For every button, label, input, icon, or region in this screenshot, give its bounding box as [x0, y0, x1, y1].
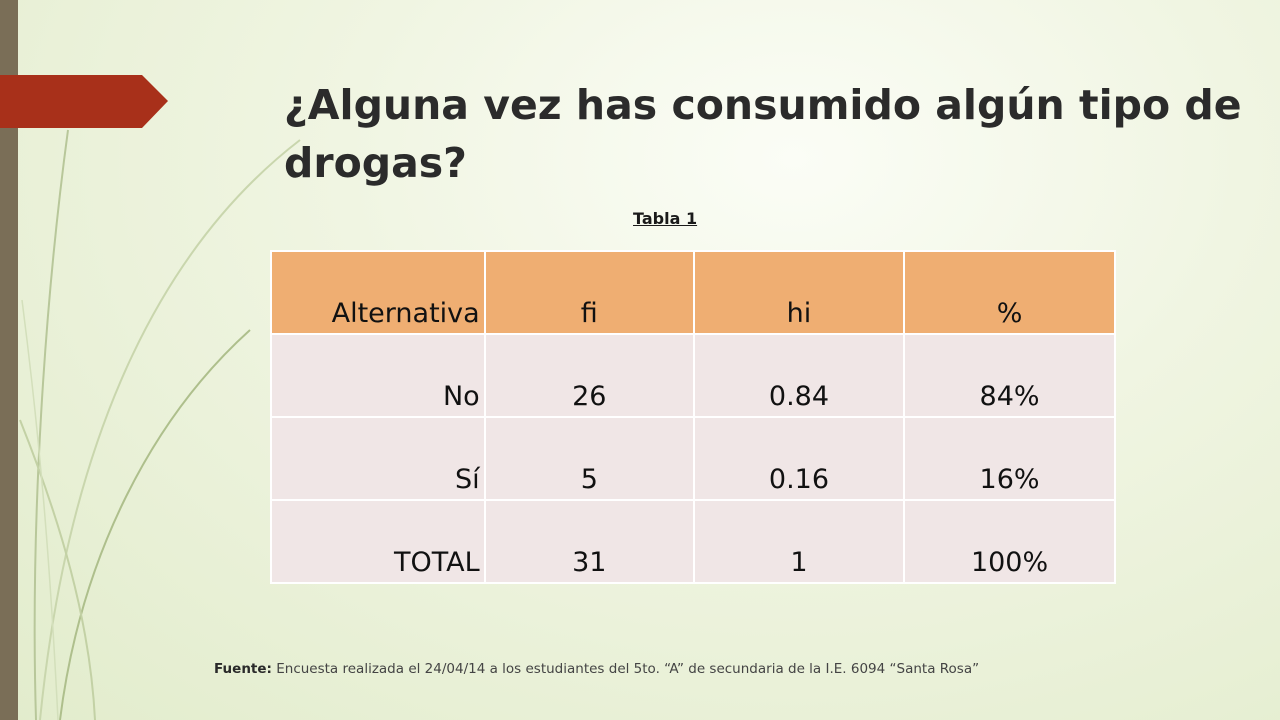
cell-hi: 0.16	[692, 416, 906, 501]
frequency-table: Alternativa fi hi % No 26 0.84 84% Sí 5 …	[270, 250, 1116, 584]
cell-alternativa: Sí	[270, 416, 486, 501]
table-row: No 26 0.84 84%	[270, 333, 1116, 418]
cell-fi: 5	[483, 416, 695, 501]
header-cell-fi: fi	[483, 250, 695, 335]
table-caption: Tabla 1	[633, 209, 698, 228]
cell-fi: 26	[483, 333, 695, 418]
decor-curve-1	[33, 129, 69, 720]
slide-title: ¿Alguna vez has consumido algún tipo de …	[284, 81, 1242, 187]
cell-alternativa: TOTAL	[270, 499, 486, 584]
decor-curve-2	[39, 139, 301, 720]
decorative-curves	[19, 129, 301, 720]
left-side-bar	[0, 0, 18, 720]
cell-percent: 100%	[903, 499, 1116, 584]
header-cell-percent: %	[903, 250, 1116, 335]
cell-percent: 16%	[903, 416, 1116, 501]
decor-curve-5	[21, 299, 59, 720]
cell-hi: 1	[692, 499, 906, 584]
cell-fi: 31	[483, 499, 695, 584]
source-text: Encuesta realizada el 24/04/14 a los est…	[271, 661, 980, 677]
decor-curve-4	[19, 419, 96, 720]
cell-hi: 0.84	[692, 333, 906, 418]
header-cell-hi: hi	[692, 250, 906, 335]
table-row: Sí 5 0.16 16%	[270, 416, 1116, 501]
source-note: Fuente: Encuesta realizada el 24/04/14 a…	[214, 661, 979, 677]
source-label: Fuente:	[214, 661, 272, 677]
header-cell-alternativa: Alternativa	[270, 250, 486, 335]
decor-curve-3	[59, 329, 251, 720]
cell-alternativa: No	[270, 333, 486, 418]
table-row: TOTAL 31 1 100%	[270, 499, 1116, 584]
table-header-row: Alternativa fi hi %	[270, 250, 1116, 335]
cell-percent: 84%	[903, 333, 1116, 418]
title-accent-arrow	[0, 75, 168, 128]
